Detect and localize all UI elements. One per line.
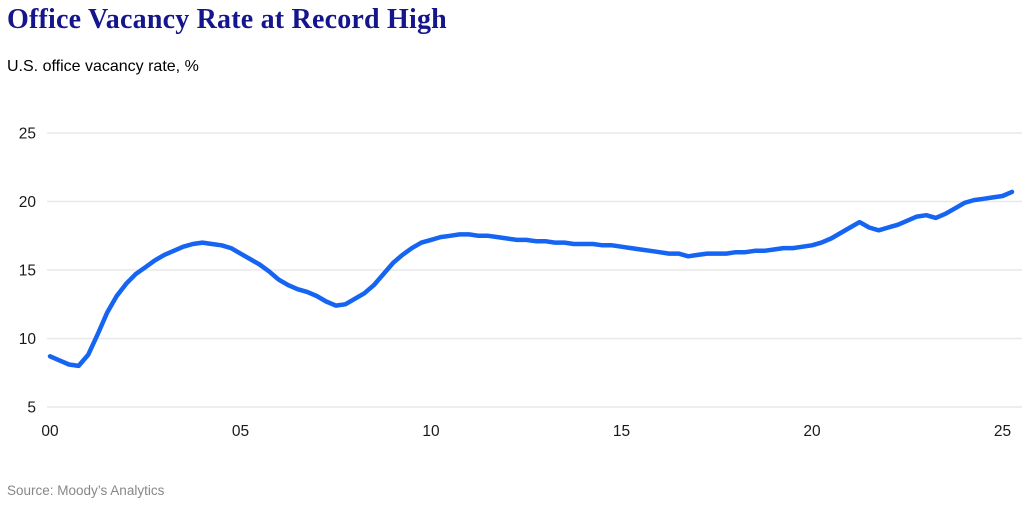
vacancy-rate-series-line: [47, 189, 1015, 369]
y-tick-label-5: 5: [27, 400, 36, 417]
y-tick-label-20: 20: [19, 194, 37, 211]
y-tick-label-10: 10: [19, 331, 37, 348]
x-tick-label-20: 20: [803, 423, 821, 440]
y-tick-label-25: 25: [19, 126, 36, 143]
x-tick-label-10: 10: [422, 423, 440, 440]
x-tick-label-25: 25: [994, 423, 1011, 440]
source-credit: Source: Moody’s Analytics: [7, 483, 165, 498]
x-tick-label-00: 00: [41, 423, 59, 440]
x-tick-label-05: 05: [232, 423, 249, 440]
y-tick-label-15: 15: [19, 263, 36, 280]
x-tick-label-15: 15: [613, 423, 630, 440]
page-title: Office Vacancy Rate at Record High: [7, 4, 447, 35]
chart-subtitle: U.S. office vacancy rate, %: [7, 58, 199, 75]
